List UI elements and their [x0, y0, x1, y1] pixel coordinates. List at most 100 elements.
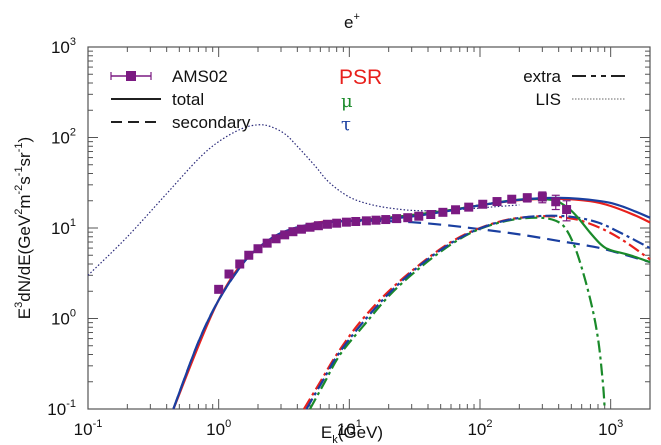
legend-item-ams02[interactable]: AMS02	[110, 67, 228, 86]
ams02-marker	[288, 227, 298, 237]
ams02-marker	[537, 192, 547, 202]
ams02-marker	[492, 197, 502, 207]
ams02-marker	[280, 230, 290, 240]
ams02-point	[438, 207, 448, 217]
ams02-point	[288, 227, 298, 237]
ams02-point	[414, 211, 424, 221]
y-tick-label: 10-1	[47, 398, 76, 419]
ams02-marker	[262, 238, 272, 248]
legend-label-ams02: AMS02	[172, 67, 228, 86]
ams02-marker	[381, 215, 391, 225]
ams02-point	[262, 238, 272, 248]
ams02-point	[253, 244, 263, 254]
legend-item-lis[interactable]: LIS	[535, 90, 625, 109]
x-axis-title-main: E	[321, 423, 332, 442]
legend-model-mu[interactable]: μ	[341, 91, 353, 112]
ams02-marker	[451, 205, 461, 215]
ams02-marker	[464, 202, 474, 212]
ams02-marker	[392, 214, 402, 224]
ams02-point	[551, 194, 561, 211]
ams02-point	[322, 219, 332, 229]
legend-label-extra: extra	[523, 67, 561, 86]
ams02-point	[371, 215, 381, 225]
ams02-marker-icon	[126, 71, 136, 81]
ams02-point	[280, 230, 290, 240]
ams02-data-layer	[214, 191, 572, 294]
legend-model-tau[interactable]: τ	[341, 114, 351, 135]
legend-label-secondary: secondary	[172, 113, 251, 132]
ams02-marker	[224, 269, 234, 279]
axis-tick-labels: 10-1 100 101 102 103 10-1 100 101 102 103	[47, 36, 623, 439]
y-tick-label: 102	[51, 127, 76, 148]
y-axis-title: E3dN/dE(GeV2m-2s-1sr-1)	[13, 137, 34, 319]
ams02-marker	[341, 217, 351, 227]
ams02-point	[235, 259, 245, 269]
x-tick-label: 103	[598, 418, 623, 439]
ams02-marker	[271, 234, 281, 244]
ams02-point	[492, 197, 502, 207]
ams02-marker	[253, 244, 263, 254]
ams02-point	[313, 221, 323, 231]
ams02-point	[426, 209, 436, 219]
ams02-point	[392, 214, 402, 224]
x-tick-label: 10-1	[74, 418, 103, 439]
legend-item-total[interactable]: total	[111, 90, 204, 109]
chart-title: e+	[344, 11, 360, 32]
ams02-point	[537, 191, 547, 204]
ams02-marker	[551, 197, 561, 207]
ams02-point	[478, 199, 488, 209]
y-tick-label: 101	[51, 217, 76, 238]
x-axis-title-sub: k	[332, 434, 338, 445]
ams02-marker	[507, 194, 517, 204]
series-line-psr-total	[172, 197, 651, 410]
ams02-point	[332, 218, 342, 228]
ams02-point	[271, 234, 281, 244]
legend-item-extra[interactable]: extra	[523, 67, 625, 86]
legend-model-psr[interactable]: PSR	[339, 66, 382, 89]
chart-title-sup: +	[354, 11, 360, 23]
ams02-point	[507, 194, 517, 204]
ams02-marker	[332, 218, 342, 228]
series-line-secondary	[172, 219, 651, 410]
ams02-marker	[438, 207, 448, 217]
ams02-point	[522, 193, 532, 203]
ams02-marker	[414, 211, 424, 221]
series-line-psr-extra	[303, 215, 651, 410]
x-tick-label: 102	[467, 418, 492, 439]
ams02-point	[351, 216, 361, 226]
x-tick-label: 101	[337, 418, 362, 439]
ams02-point	[214, 284, 224, 294]
legend-label-lis: LIS	[535, 90, 561, 109]
ams02-marker	[371, 215, 381, 225]
ams02-marker	[478, 199, 488, 209]
legend-label-total: total	[172, 90, 204, 109]
ams02-marker	[305, 222, 315, 232]
ams02-marker	[235, 259, 245, 269]
x-axis-title-rest: (GeV)	[338, 423, 383, 442]
ams02-marker	[403, 213, 413, 223]
ams02-point	[381, 215, 391, 225]
ams02-point	[224, 269, 234, 279]
ams02-point	[341, 217, 351, 227]
legend-right: extra LIS	[523, 67, 625, 109]
chart-title-base: e	[344, 13, 353, 32]
ams02-marker	[214, 284, 224, 294]
ams02-point	[562, 200, 572, 222]
ams02-marker	[351, 216, 361, 226]
ams02-point	[361, 216, 371, 226]
x-tick-label: 100	[206, 418, 231, 439]
ams02-point	[305, 222, 315, 232]
ams02-point	[451, 205, 461, 215]
axis-ticks	[87, 46, 651, 410]
ams02-marker	[522, 193, 532, 203]
legend-item-secondary[interactable]: secondary	[111, 113, 251, 132]
legend-left: AMS02 total secondary	[110, 67, 251, 132]
series-layer	[87, 124, 651, 410]
ams02-marker	[426, 209, 436, 219]
ams02-marker	[244, 250, 254, 260]
ams02-marker	[322, 219, 332, 229]
series-line-lis	[87, 124, 520, 276]
series-line-mu-extra	[309, 216, 606, 410]
ams02-marker	[296, 224, 306, 234]
